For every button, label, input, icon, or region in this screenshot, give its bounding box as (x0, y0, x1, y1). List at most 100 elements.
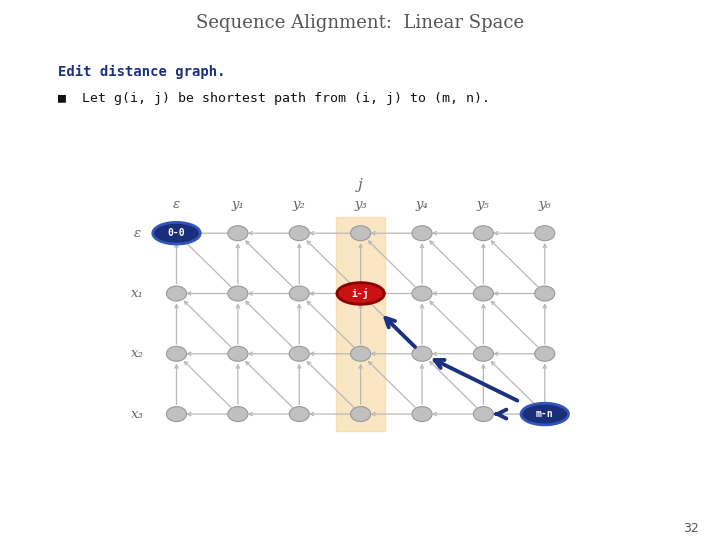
FancyArrowPatch shape (188, 413, 228, 416)
Circle shape (412, 346, 432, 361)
FancyArrowPatch shape (372, 413, 413, 416)
FancyArrowPatch shape (420, 305, 423, 344)
FancyArrowPatch shape (495, 352, 535, 355)
FancyArrowPatch shape (236, 365, 240, 404)
FancyArrowPatch shape (433, 413, 474, 416)
FancyArrowPatch shape (236, 305, 240, 344)
FancyArrowPatch shape (297, 244, 301, 284)
Circle shape (473, 226, 493, 241)
Circle shape (166, 226, 186, 241)
FancyArrowPatch shape (249, 232, 289, 235)
Circle shape (228, 226, 248, 241)
FancyArrowPatch shape (297, 365, 301, 404)
FancyArrowPatch shape (369, 362, 415, 407)
FancyArrowPatch shape (175, 305, 178, 344)
Circle shape (535, 346, 555, 361)
Text: ε: ε (173, 198, 180, 211)
Circle shape (351, 226, 371, 241)
Circle shape (228, 407, 248, 422)
Text: x₃: x₃ (131, 408, 144, 421)
Circle shape (166, 407, 186, 422)
Circle shape (412, 286, 432, 301)
FancyArrowPatch shape (543, 305, 546, 344)
FancyArrowPatch shape (491, 241, 538, 287)
FancyArrowPatch shape (495, 292, 535, 295)
FancyArrowPatch shape (482, 305, 485, 344)
FancyArrowPatch shape (246, 301, 292, 347)
Circle shape (473, 407, 493, 422)
FancyArrowPatch shape (491, 362, 538, 407)
Text: y₅: y₅ (477, 198, 490, 211)
FancyArrowPatch shape (430, 241, 477, 287)
Ellipse shape (521, 403, 569, 425)
FancyArrowPatch shape (496, 410, 506, 418)
FancyArrowPatch shape (433, 352, 474, 355)
FancyArrowPatch shape (543, 244, 546, 284)
Text: x₁: x₁ (131, 287, 144, 300)
Circle shape (412, 226, 432, 241)
FancyArrowPatch shape (307, 301, 354, 347)
FancyArrowPatch shape (359, 305, 362, 344)
FancyArrowPatch shape (307, 362, 354, 407)
FancyArrowPatch shape (184, 301, 231, 347)
FancyArrowPatch shape (184, 241, 231, 287)
FancyArrowPatch shape (249, 352, 289, 355)
Text: y₄: y₄ (415, 198, 428, 211)
FancyArrowPatch shape (175, 244, 178, 284)
Circle shape (535, 407, 555, 422)
Circle shape (473, 286, 493, 301)
Text: y₂: y₂ (293, 198, 306, 211)
FancyArrowPatch shape (307, 241, 354, 287)
FancyArrowPatch shape (297, 305, 301, 344)
FancyArrowPatch shape (372, 292, 413, 295)
FancyArrowPatch shape (175, 365, 178, 404)
Text: x₂: x₂ (131, 347, 144, 360)
FancyArrowPatch shape (491, 301, 538, 347)
Circle shape (535, 226, 555, 241)
Ellipse shape (153, 222, 200, 244)
FancyArrowPatch shape (369, 301, 415, 347)
FancyArrowPatch shape (369, 241, 415, 287)
Text: ■  Let g(i, j) be shortest path from (i, j) to (m, n).: ■ Let g(i, j) be shortest path from (i, … (58, 92, 490, 105)
Text: Edit distance graph.: Edit distance graph. (58, 65, 225, 79)
Bar (336, 217, 385, 431)
FancyArrowPatch shape (430, 301, 477, 347)
FancyArrowPatch shape (310, 413, 351, 416)
FancyArrowPatch shape (435, 360, 518, 401)
FancyArrowPatch shape (310, 232, 351, 235)
Text: 0-0: 0-0 (168, 228, 185, 238)
FancyArrowPatch shape (543, 365, 546, 404)
Text: j: j (359, 178, 363, 192)
FancyArrowPatch shape (482, 365, 485, 404)
Circle shape (228, 346, 248, 361)
Circle shape (228, 286, 248, 301)
FancyArrowPatch shape (482, 244, 485, 284)
Text: i-j: i-j (352, 288, 369, 299)
Circle shape (289, 346, 310, 361)
FancyArrowPatch shape (430, 362, 477, 407)
Circle shape (289, 407, 310, 422)
Circle shape (351, 346, 371, 361)
FancyArrowPatch shape (420, 365, 423, 404)
FancyArrowPatch shape (188, 352, 228, 355)
FancyArrowPatch shape (495, 413, 535, 416)
FancyArrowPatch shape (420, 244, 423, 284)
FancyArrowPatch shape (372, 352, 413, 355)
Text: 32: 32 (683, 522, 698, 535)
Circle shape (412, 407, 432, 422)
FancyArrowPatch shape (372, 232, 413, 235)
Text: y₃: y₃ (354, 198, 367, 211)
Text: y₆: y₆ (539, 198, 552, 211)
FancyArrowPatch shape (236, 244, 240, 284)
FancyArrowPatch shape (433, 292, 474, 295)
FancyArrowPatch shape (495, 232, 535, 235)
Circle shape (289, 286, 310, 301)
Text: ε: ε (134, 227, 141, 240)
FancyArrowPatch shape (385, 318, 415, 347)
Circle shape (351, 286, 371, 301)
Circle shape (166, 286, 186, 301)
Circle shape (473, 346, 493, 361)
Circle shape (351, 407, 371, 422)
FancyArrowPatch shape (246, 362, 292, 407)
Text: Sequence Alignment:  Linear Space: Sequence Alignment: Linear Space (196, 14, 524, 31)
